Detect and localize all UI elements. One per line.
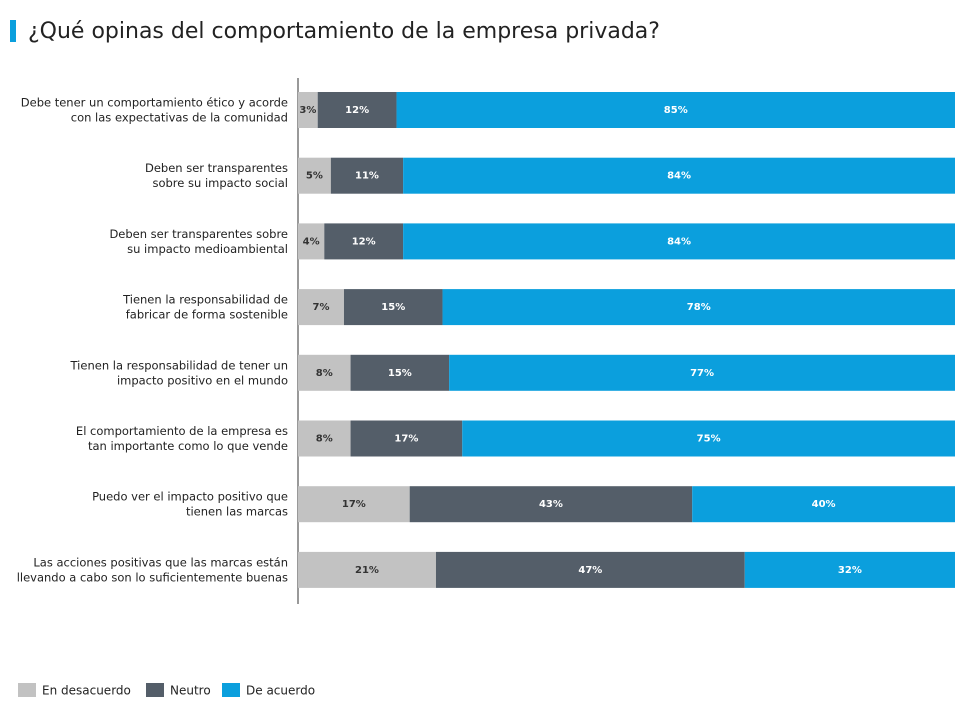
data-label: 4%	[303, 236, 320, 247]
y-tick-label: Las acciones positivas que las marcas es…	[33, 555, 288, 569]
y-tick-label: Deben ser transparentes	[145, 161, 288, 175]
data-label: 40%	[812, 499, 836, 510]
y-tick-label: impacto positivo en el mundo	[117, 373, 288, 387]
data-label: 5%	[306, 171, 323, 182]
y-tick-label: Debe tener un comportamiento ético y aco…	[21, 96, 288, 110]
data-label: 17%	[342, 499, 366, 510]
bar-segment	[692, 486, 955, 523]
data-label: 11%	[355, 171, 379, 182]
data-label: 47%	[578, 565, 602, 576]
bar-segment	[298, 354, 351, 391]
data-label: 12%	[352, 236, 376, 247]
bar-segment	[317, 92, 397, 128]
data-label: 12%	[345, 105, 369, 116]
y-tick-label: Puedo ver el impacto positivo que	[92, 490, 288, 504]
y-tick-label: sobre su impacto social	[152, 176, 288, 190]
bar-segment	[298, 223, 325, 260]
bar-segment	[435, 551, 745, 588]
legend-label: De acuerdo	[246, 684, 315, 698]
legend-swatch	[146, 683, 164, 697]
y-tick-label: Tienen la responsabilidad de tener un	[70, 358, 288, 372]
data-label: 77%	[690, 368, 714, 379]
bar-segment	[343, 289, 443, 326]
y-tick-label: Tienen la responsabilidad de	[122, 293, 288, 307]
data-label: 32%	[838, 565, 862, 576]
y-tick-label: su impacto medioambiental	[127, 242, 288, 256]
bar-segment	[298, 420, 351, 457]
bar-segment	[449, 354, 955, 391]
bar-segment	[330, 157, 404, 194]
legend-swatch	[222, 683, 240, 697]
title-accent	[10, 20, 16, 42]
bar-segment	[298, 157, 331, 194]
data-label: 85%	[664, 105, 688, 116]
bar-segment	[409, 486, 693, 523]
y-tick-label: El comportamiento de la empresa es	[76, 424, 288, 438]
data-label: 21%	[355, 565, 379, 576]
y-tick-label: llevando a cabo son lo suficientemente b…	[17, 570, 288, 584]
chart-title: ¿Qué opinas del comportamiento de la emp…	[28, 19, 660, 44]
bar-segment	[396, 92, 955, 128]
data-label: 84%	[667, 236, 691, 247]
bar-segment	[298, 92, 318, 128]
data-label: 7%	[313, 302, 330, 313]
bar-segment	[442, 289, 955, 326]
bar-segment	[403, 223, 955, 260]
bar-segment	[462, 420, 955, 457]
data-label: 8%	[316, 368, 333, 379]
data-label: 43%	[539, 499, 563, 510]
data-label: 78%	[687, 302, 711, 313]
bar-segment	[403, 157, 955, 194]
y-tick-label: fabricar de forma sostenible	[126, 308, 288, 322]
bar-segment	[350, 354, 450, 391]
y-tick-label: con las expectativas de la comunidad	[71, 111, 288, 125]
data-label: 15%	[381, 302, 405, 313]
bar-segment	[350, 420, 463, 457]
data-label: 3%	[299, 105, 316, 116]
bar-segment	[744, 551, 955, 588]
bar-segment	[324, 223, 404, 260]
data-label: 84%	[667, 171, 691, 182]
bar-segment	[298, 289, 344, 326]
data-label: 17%	[394, 434, 418, 445]
data-label: 75%	[697, 434, 721, 445]
bar-segment	[298, 551, 436, 588]
data-label: 15%	[388, 368, 412, 379]
y-tick-label: Deben ser transparentes sobre	[109, 227, 288, 241]
y-tick-label: tan importante como lo que vende	[88, 439, 288, 453]
bar-segment	[298, 486, 410, 523]
data-label: 8%	[316, 434, 333, 445]
legend-label: En desacuerdo	[42, 684, 131, 698]
legend-label: Neutro	[170, 684, 211, 698]
y-tick-label: tienen las marcas	[186, 505, 288, 519]
legend-swatch	[18, 683, 36, 697]
